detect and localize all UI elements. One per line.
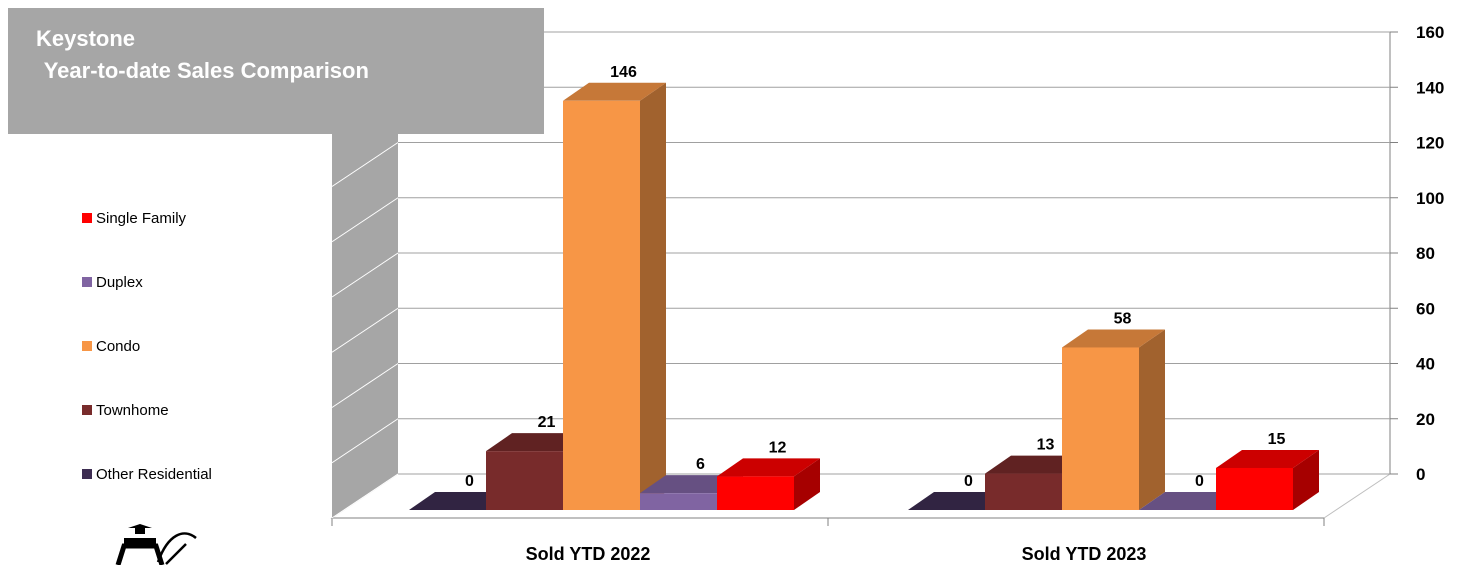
data-label: 13 bbox=[1037, 437, 1055, 454]
legend-label: Single Family bbox=[96, 209, 187, 227]
y-tick-label: 40 bbox=[1416, 355, 1435, 374]
y-tick-label: 100 bbox=[1416, 189, 1444, 208]
legend-item: Single Family bbox=[82, 208, 186, 228]
lighthouse-logo-icon bbox=[115, 524, 197, 565]
legend-label: Condo bbox=[96, 337, 141, 355]
legend-swatch bbox=[82, 213, 92, 223]
data-label: 15 bbox=[1268, 431, 1286, 448]
data-label: 12 bbox=[769, 439, 787, 456]
legend-label: Duplex bbox=[96, 273, 143, 291]
side-gridline bbox=[331, 473, 399, 519]
legend-item: Condo bbox=[82, 336, 140, 356]
bar bbox=[486, 451, 563, 510]
bar-side bbox=[1139, 329, 1165, 510]
side-gridline bbox=[331, 363, 399, 408]
side-gridline bbox=[331, 418, 399, 464]
legend-label: Other Residential bbox=[96, 465, 212, 483]
chart-bars bbox=[409, 82, 1319, 511]
y-tick-label: 60 bbox=[1416, 299, 1435, 318]
side-gridline bbox=[331, 307, 399, 353]
side-gridline bbox=[331, 142, 399, 187]
data-label: 0 bbox=[964, 473, 973, 490]
chart-title-line2: Year-to-date Sales Comparison bbox=[38, 58, 369, 83]
data-label: 58 bbox=[1114, 310, 1132, 327]
bar bbox=[563, 100, 640, 511]
legend-item: Duplex bbox=[82, 272, 143, 292]
y-tick-label: 20 bbox=[1416, 410, 1435, 429]
legend-swatch bbox=[82, 469, 92, 479]
legend-swatch bbox=[82, 405, 92, 415]
y-tick-label: 0 bbox=[1416, 465, 1425, 484]
chart-labels: 0 20 40 60 80 100 120 140 160 0 21 146 6 12 Sold YTD 2… bbox=[465, 23, 1444, 564]
title-box: Keystone Year-to-date Sales Comparison bbox=[8, 8, 544, 134]
bar bbox=[1216, 467, 1293, 510]
bar-side bbox=[640, 82, 666, 511]
data-label: 6 bbox=[696, 456, 705, 473]
bar-top bbox=[1216, 449, 1319, 468]
legend-item: Townhome bbox=[82, 400, 169, 420]
y-tick-label: 80 bbox=[1416, 244, 1435, 263]
legend-label: Townhome bbox=[96, 401, 169, 419]
bar-top bbox=[563, 82, 666, 101]
bar-top bbox=[1062, 329, 1165, 348]
bar bbox=[717, 476, 794, 510]
legend-item: Other Residential bbox=[82, 464, 212, 484]
data-label: 0 bbox=[1195, 473, 1204, 490]
legend-swatch bbox=[82, 277, 92, 287]
bar bbox=[985, 473, 1062, 510]
chart-title-line1: Keystone bbox=[36, 26, 136, 51]
bar bbox=[640, 493, 717, 510]
bar-side bbox=[794, 458, 820, 510]
bar bbox=[1062, 347, 1139, 510]
bar-top bbox=[717, 458, 820, 477]
y-tick-label: 120 bbox=[1416, 134, 1444, 153]
side-gridline bbox=[331, 252, 399, 298]
data-label: 0 bbox=[465, 473, 474, 490]
legend-swatch bbox=[82, 341, 92, 351]
data-label: 146 bbox=[610, 64, 637, 81]
side-gridline bbox=[331, 197, 399, 243]
x-category-label: Sold YTD 2022 bbox=[526, 544, 651, 564]
y-tick-label: 140 bbox=[1416, 78, 1444, 97]
data-label: 21 bbox=[538, 414, 556, 431]
bar-side bbox=[1293, 449, 1319, 510]
x-category-label: Sold YTD 2023 bbox=[1022, 544, 1147, 564]
y-tick-label: 160 bbox=[1416, 23, 1444, 42]
